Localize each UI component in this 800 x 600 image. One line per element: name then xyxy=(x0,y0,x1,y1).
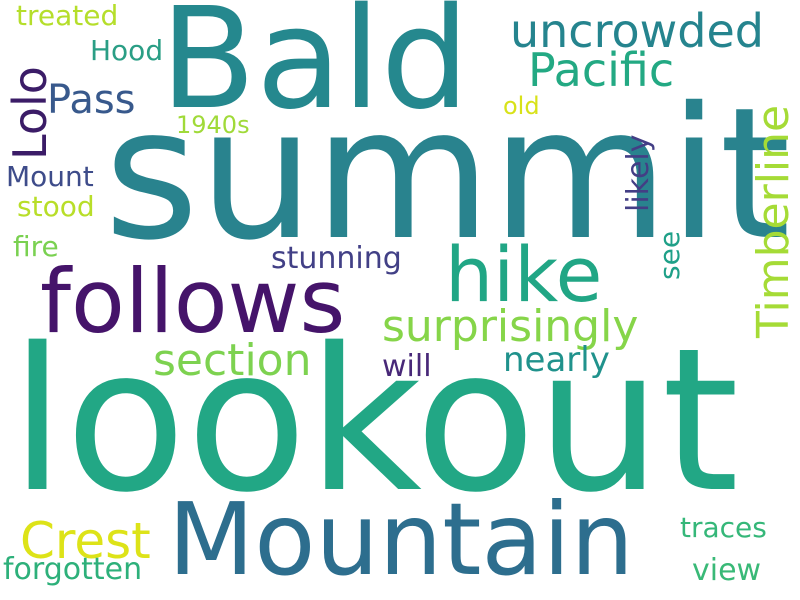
word-forgotten: forgotten xyxy=(3,552,143,587)
word-see: see xyxy=(653,230,686,280)
word-traces: traces xyxy=(680,511,767,544)
word-hike: hike xyxy=(445,230,603,319)
word-pacific: Pacific xyxy=(528,43,675,97)
word-crest: Crest xyxy=(20,512,151,570)
word-uncrowded: uncrowded xyxy=(510,4,764,58)
word-timberline: Timberline xyxy=(748,104,799,338)
word-surprisingly: surprisingly xyxy=(382,301,639,352)
word-1940s: 1940s xyxy=(176,111,250,139)
word-summit: summit xyxy=(104,68,791,280)
word-stunning: stunning xyxy=(271,241,402,276)
word-treated: treated xyxy=(16,0,119,32)
word-view: view xyxy=(692,553,762,588)
word-follows: follows xyxy=(40,250,346,353)
word-will: will xyxy=(382,349,432,384)
word-bald: Bald xyxy=(160,0,470,141)
word-stood: stood xyxy=(17,190,95,223)
word-lolo: Lolo xyxy=(3,66,57,160)
word-mountain: Mountain xyxy=(168,481,634,598)
word-section: section xyxy=(153,335,312,386)
word-pass: Pass xyxy=(47,77,136,123)
word-nearly: nearly xyxy=(503,340,610,380)
word-hood: Hood xyxy=(90,34,164,67)
word-old: old xyxy=(503,92,540,120)
word-fire: fire xyxy=(13,230,59,263)
word-mount: Mount xyxy=(6,160,94,193)
word-likely: likely xyxy=(621,134,656,212)
word-lookout: lookout xyxy=(10,305,740,536)
